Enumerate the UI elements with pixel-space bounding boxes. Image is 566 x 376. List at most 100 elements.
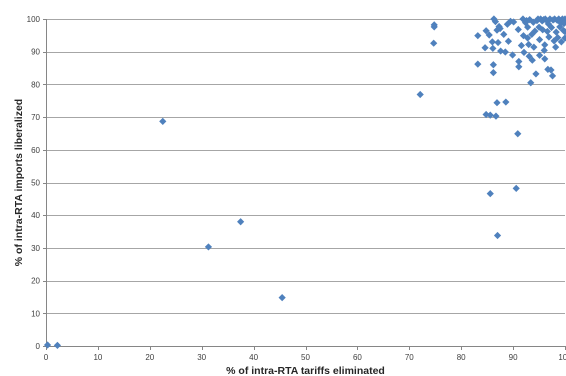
x-tick-label: 100 [558, 353, 566, 362]
data-point [491, 18, 500, 26]
data-point [545, 33, 553, 41]
data-point [501, 48, 509, 56]
data-point [541, 41, 549, 49]
data-point [557, 38, 565, 46]
data-points [43, 15, 566, 349]
x-tick-label: 90 [509, 353, 518, 362]
data-point [515, 63, 523, 71]
data-point [531, 27, 539, 35]
data-point [550, 37, 558, 45]
x-tick-label: 10 [93, 353, 102, 362]
data-point [237, 218, 245, 226]
data-point [493, 231, 502, 240]
data-point [535, 51, 544, 59]
data-point [540, 46, 548, 54]
data-point [481, 44, 489, 52]
data-point [430, 23, 438, 31]
data-point [535, 23, 543, 31]
data-point [510, 18, 518, 26]
data-point [488, 38, 496, 46]
data-point [474, 60, 482, 68]
data-point [489, 61, 497, 69]
data-point [502, 98, 510, 106]
data-point [522, 17, 531, 25]
data-point [548, 72, 557, 80]
data-point [543, 17, 551, 25]
data-point [508, 51, 517, 59]
data-point [497, 47, 505, 55]
data-point [490, 15, 498, 23]
data-point [489, 69, 497, 77]
data-point [204, 243, 213, 251]
y-tick-label: 60 [31, 146, 40, 155]
data-point [43, 341, 52, 349]
data-point [527, 79, 535, 87]
y-tick-label: 40 [31, 211, 40, 220]
data-point [515, 57, 523, 66]
tick-labels: 0 10 20 30 40 50 60 70 80 90 100 0 10 20 30 40 50 60 70 80 9… [27, 15, 566, 362]
y-tick-label: 70 [31, 113, 40, 122]
x-tick-label: 40 [249, 353, 258, 362]
data-point [554, 34, 562, 42]
data-point [496, 24, 504, 33]
x-tick-label: 50 [301, 353, 310, 362]
data-point [492, 112, 500, 120]
y-tick-label: 80 [31, 80, 40, 89]
y-tick-label: 90 [31, 48, 40, 57]
data-point [528, 56, 536, 64]
data-point [512, 184, 520, 192]
data-point [489, 44, 497, 53]
data-point [539, 26, 547, 34]
data-point [552, 43, 560, 51]
data-point [278, 294, 286, 302]
data-point [525, 40, 533, 49]
data-point [159, 117, 167, 125]
data-point [547, 23, 556, 32]
x-tick-label: 30 [197, 353, 206, 362]
data-point [561, 34, 566, 42]
data-point [430, 39, 438, 47]
x-tick-label: 80 [457, 353, 466, 362]
y-tick-label: 20 [31, 277, 40, 286]
data-point [506, 17, 515, 25]
data-point [53, 341, 62, 349]
y-tick-label: 0 [36, 342, 41, 351]
data-point [544, 65, 552, 73]
data-point [493, 26, 501, 34]
data-point [524, 23, 532, 31]
data-point [482, 27, 490, 35]
data-point [535, 36, 544, 44]
data-point [530, 43, 538, 51]
y-tick-label: 100 [27, 15, 41, 24]
data-point [547, 66, 555, 74]
data-point [546, 15, 554, 23]
data-point [514, 130, 522, 138]
data-point [552, 28, 560, 36]
x-tick-label: 0 [44, 353, 49, 362]
data-point [474, 32, 482, 40]
data-point [486, 190, 494, 198]
data-point [500, 30, 508, 38]
data-point [524, 34, 532, 42]
x-tick-label: 60 [353, 353, 362, 362]
data-point [543, 27, 551, 36]
x-axis-title: % of intra-RTA tariffs eliminated [226, 365, 385, 376]
data-point [485, 31, 493, 39]
data-point [561, 28, 566, 36]
data-point [416, 90, 424, 99]
data-point [486, 111, 494, 119]
data-point [555, 15, 563, 23]
y-tick-label: 30 [31, 244, 40, 253]
x-tick-label: 20 [145, 353, 154, 362]
data-point [517, 41, 526, 50]
data-point [541, 55, 549, 63]
data-point [520, 48, 528, 56]
x-tick-label: 70 [405, 353, 414, 362]
y-tick-label: 10 [31, 309, 40, 318]
data-point [504, 37, 513, 45]
data-point [526, 16, 534, 24]
data-point [493, 99, 501, 107]
data-point [519, 32, 528, 40]
data-point [514, 25, 522, 34]
